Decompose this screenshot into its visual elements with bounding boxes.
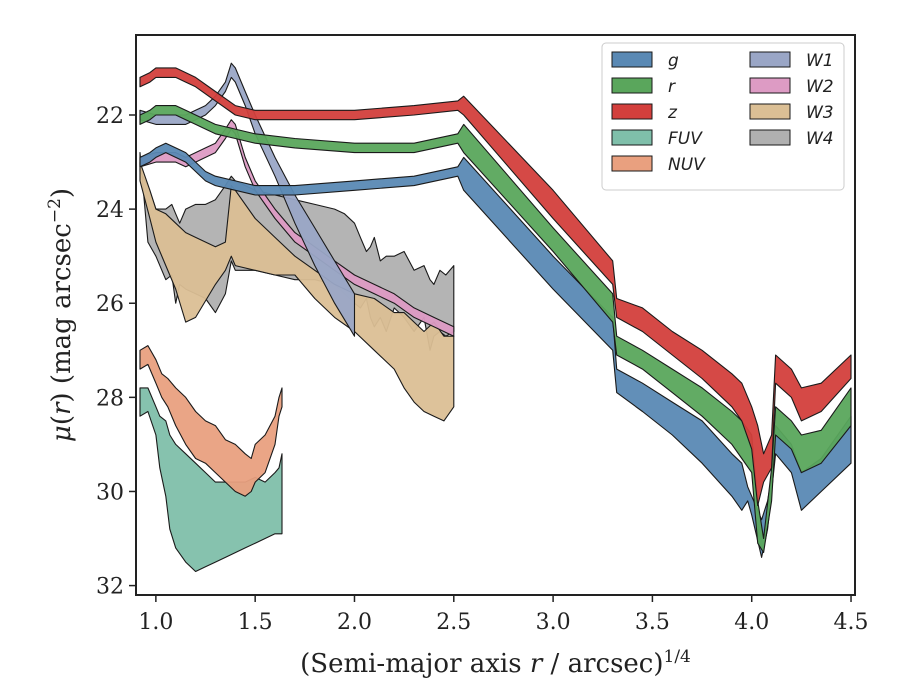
y-axis-label-paren-close: ) <box>47 392 77 402</box>
x-axis-label-var: r <box>530 649 544 679</box>
legend-swatch-w3 <box>749 103 791 120</box>
legend-label-fuv: FUV <box>668 129 703 149</box>
y-axis: 22 24 26 28 30 32 <box>96 104 136 600</box>
x-tick-label: 3.0 <box>536 610 571 635</box>
y-tick-label: 22 <box>96 104 124 129</box>
x-tick-label: 2.0 <box>337 610 372 635</box>
band-nuv <box>139 345 283 497</box>
y-axis-label-var: μ <box>47 425 77 442</box>
x-axis-label-pre: (Semi-major axis <box>300 649 530 679</box>
band-fuv <box>139 387 283 573</box>
y-tick-label: 28 <box>96 386 124 411</box>
legend-label-nuv: NUV <box>668 155 706 175</box>
legend-label-w3: W3 <box>806 103 834 123</box>
legend-swatch-w2 <box>749 77 791 94</box>
legend: grz FUV NUV W1 W2 W3 W4 <box>601 42 845 191</box>
bands-layer <box>139 62 852 573</box>
x-tick-label: 4.5 <box>834 610 869 635</box>
x-axis-label-sup: 1/4 <box>664 647 691 667</box>
x-axis-label-post: / arcsec) <box>542 649 663 679</box>
x-tick-label: 1.0 <box>138 610 173 635</box>
y-axis-label-close: ) <box>47 188 77 198</box>
x-axis: 1.0 1.5 2.0 2.5 3.0 3.5 4.0 4.5 <box>138 595 869 635</box>
legend-swatch-r <box>611 77 653 94</box>
legend-label-w4: W4 <box>806 129 834 149</box>
legend-swatch-w4 <box>749 129 791 146</box>
band-g <box>139 142 852 558</box>
band-w3 <box>139 161 455 422</box>
y-tick-label: 24 <box>96 198 124 223</box>
plot-frame <box>135 34 856 596</box>
legend-label-z: z <box>667 103 678 123</box>
legend-label-r: r <box>668 77 676 97</box>
legend-swatch-z <box>611 103 653 120</box>
x-tick-label: 2.5 <box>436 610 471 635</box>
legend-swatch-nuv <box>611 155 653 172</box>
x-tick-label: 4.0 <box>734 610 769 635</box>
legend-swatch-g <box>611 51 653 68</box>
x-tick-label: 1.5 <box>238 610 273 635</box>
x-axis-label: (Semi-major axis r / arcsec)1/4 <box>300 647 691 679</box>
y-tick-label: 30 <box>96 480 124 505</box>
legend-swatch-w1 <box>749 51 791 68</box>
y-axis-label-sup: −2 <box>45 198 65 223</box>
y-axis-label-open: ( <box>47 415 77 425</box>
y-axis-label-post: (mag arcsec <box>47 223 77 392</box>
y-axis-label-paren-var: r <box>47 401 77 415</box>
band-r <box>139 105 852 554</box>
legend-swatch-fuv <box>611 129 653 146</box>
y-tick-label: 32 <box>96 575 124 600</box>
band-z <box>139 67 852 507</box>
legend-label-w2: W2 <box>806 77 834 97</box>
legend-label-g: g <box>668 51 679 71</box>
y-axis-label: μ(r) (mag arcsec−2) <box>45 188 77 442</box>
y-tick-label: 26 <box>96 292 124 317</box>
x-tick-label: 3.5 <box>635 610 670 635</box>
legend-label-w1: W1 <box>806 51 834 71</box>
